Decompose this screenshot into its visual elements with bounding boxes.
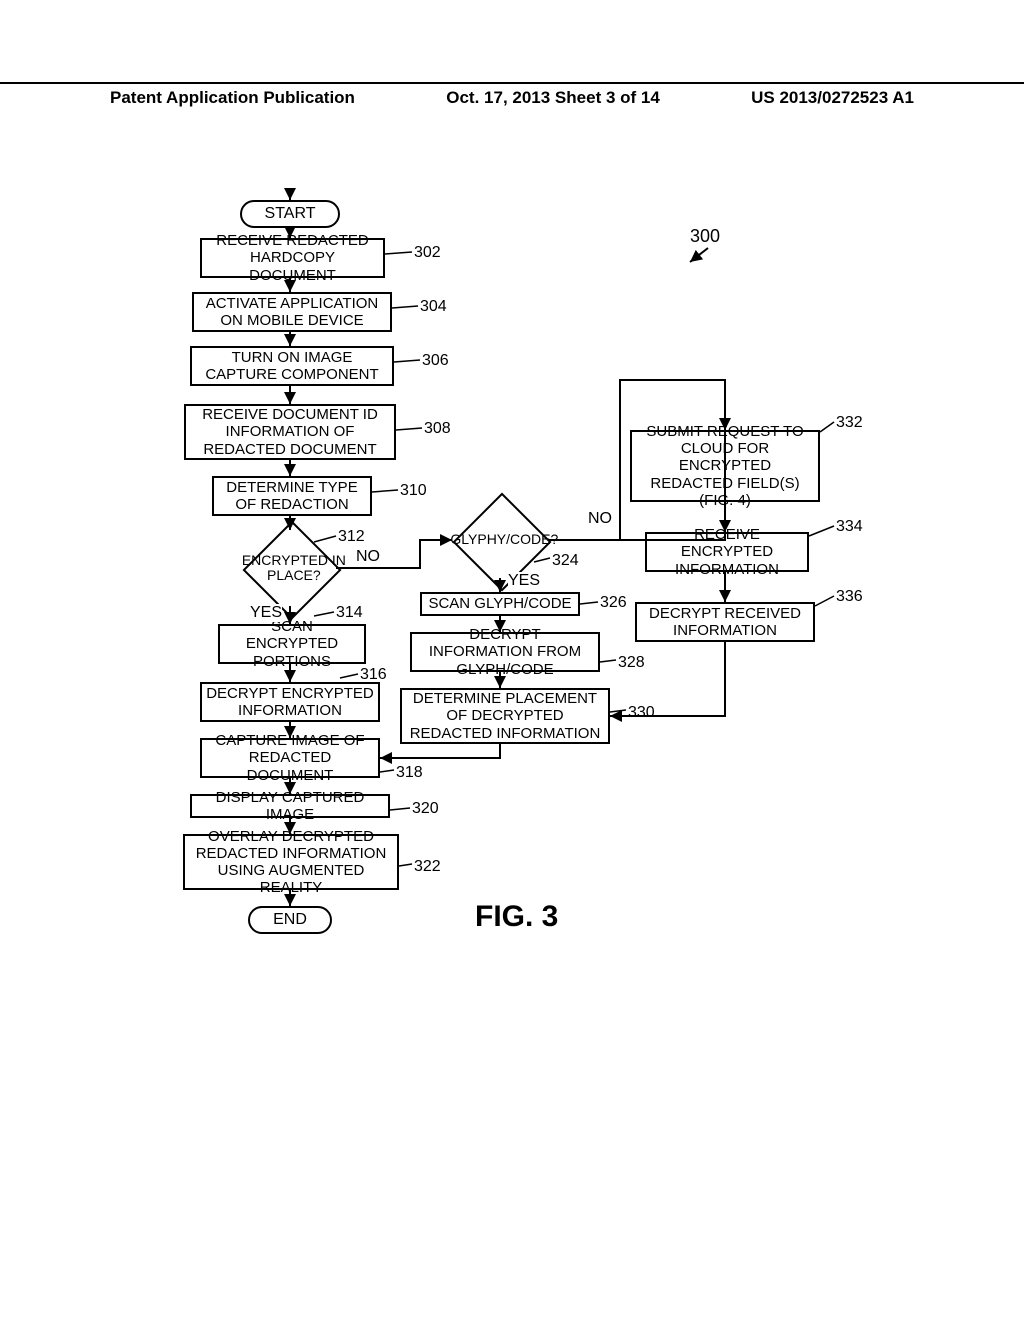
flowchart-diagram: START RECEIVE REDACTED HARDCOPY DOCUMENT… [0,180,1024,1280]
node-304: ACTIVATE APPLICATION ON MOBILE DEVICE [192,292,392,332]
ref-314: 314 [336,604,363,622]
ref-322: 322 [414,858,441,876]
ref-302: 302 [414,244,441,262]
ref-334: 334 [836,518,863,536]
header-right: US 2013/0272523 A1 [751,88,914,108]
ref-300: 300 [690,226,720,247]
node-318: CAPTURE IMAGE OF REDACTED DOCUMENT [200,738,380,778]
ref-326: 326 [600,594,627,612]
ref-324: 324 [552,552,579,570]
label-yes-312: YES [250,604,282,622]
node-316: DECRYPT ENCRYPTED INFORMATION [200,682,380,722]
ref-332: 332 [836,414,863,432]
start-node: START [240,200,340,228]
figure-label: FIG. 3 [475,900,558,934]
ref-330: 330 [628,704,655,722]
node-336: DECRYPT RECEIVED INFORMATION [635,602,815,642]
node-326: SCAN GLYPH/CODE [420,592,580,616]
label-no-312: NO [356,548,380,566]
ref-312: 312 [338,528,365,546]
ref-328: 328 [618,654,645,672]
ref-304: 304 [420,298,447,316]
ref-310: 310 [400,482,427,500]
node-302: RECEIVE REDACTED HARDCOPY DOCUMENT [200,238,385,278]
ref-336: 336 [836,588,863,606]
node-334: RECEIVE ENCRYPTED INFORMATION [645,532,809,572]
node-332: SUBMIT REQUEST TO CLOUD FOR ENCRYPTED RE… [630,430,820,502]
label-yes-324: YES [508,572,540,590]
header-left: Patent Application Publication [110,88,355,108]
ref-306: 306 [422,352,449,370]
node-320: DISPLAY CAPTURED IMAGE [190,794,390,818]
label-no-324: NO [588,510,612,528]
page-header: Patent Application Publication Oct. 17, … [0,82,1024,108]
node-322: OVERLAY DECRYPTED REDACTED INFORMATION U… [183,834,399,890]
node-314: SCAN ENCRYPTED PORTIONS [218,624,366,664]
node-310: DETERMINE TYPE OF REDACTION [212,476,372,516]
ref-316: 316 [360,666,387,684]
node-308: RECEIVE DOCUMENT ID INFORMATION OF REDAC… [184,404,396,460]
ref-318: 318 [396,764,423,782]
node-306: TURN ON IMAGE CAPTURE COMPONENT [190,346,394,386]
header-center: Oct. 17, 2013 Sheet 3 of 14 [446,88,660,108]
ref-320: 320 [412,800,439,818]
end-node: END [248,906,332,934]
node-328: DECRYPT INFORMATION FROM GLYPH/CODE [410,632,600,672]
ref-308: 308 [424,420,451,438]
node-330: DETERMINE PLACEMENT OF DECRYPTED REDACTE… [400,688,610,744]
